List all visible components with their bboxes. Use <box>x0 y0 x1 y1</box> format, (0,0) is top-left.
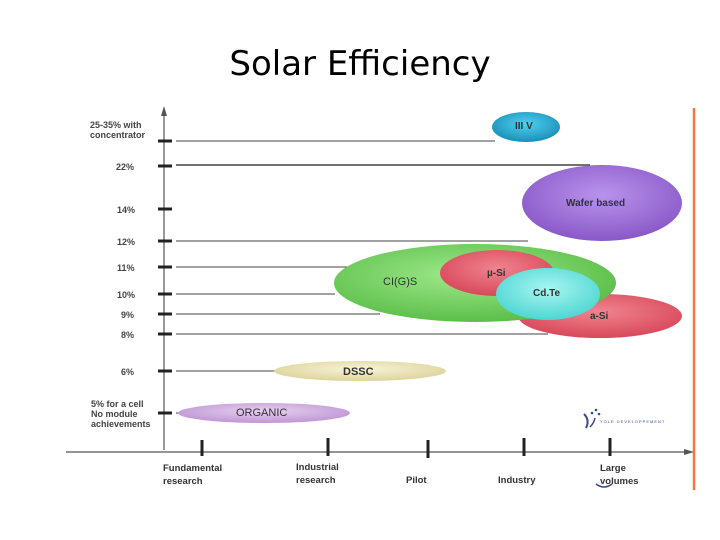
logo-text: YOLE DEVELOPPEMENT <box>600 419 666 424</box>
y-label-8: 8% <box>121 330 135 340</box>
label-cdte: Cd.Te <box>533 288 561 299</box>
y-label-5: 5% for a cell No module achievements <box>91 399 151 429</box>
y-label-concentrator: 25-35% with concentrator <box>90 120 146 140</box>
x-axis-arrow <box>684 449 694 455</box>
y-label-6: 6% <box>121 367 135 377</box>
y-label-22: 22% <box>116 162 135 172</box>
y-label-14: 14% <box>117 205 136 215</box>
swoosh-mark <box>595 483 613 488</box>
x-label-pilot: Pilot <box>406 475 427 486</box>
x-label-industrial-research: Industrial research <box>296 462 339 486</box>
y-label-11: 11% <box>117 263 135 273</box>
label-iii-v: III V <box>515 121 533 132</box>
blob-organic <box>178 403 350 423</box>
label-dssc: DSSC <box>343 366 374 378</box>
x-label-fundamental-research: Fundamental research <box>163 463 223 487</box>
y-label-10: 10% <box>117 290 136 300</box>
blob-iii-v <box>492 112 560 142</box>
yole-logo <box>583 408 601 429</box>
label-cigs: CI(G)S <box>383 276 418 288</box>
x-label-industry: Industry <box>498 475 536 486</box>
label-a-si: a-Si <box>590 311 609 322</box>
y-label-9: 9% <box>121 310 135 320</box>
y-label-12: 12% <box>117 237 136 247</box>
x-label-large-volumes: Large volumes <box>600 463 639 487</box>
label-micro-si: µ-Si <box>487 268 506 279</box>
blob-wafer-based <box>522 165 682 241</box>
label-wafer-based: Wafer based <box>566 198 626 209</box>
level-lines <box>176 140 590 414</box>
label-organic: ORGANIC <box>236 407 288 419</box>
y-ticks <box>158 139 172 415</box>
page-title: Solar Efficiency <box>229 44 491 84</box>
blob-cdte <box>496 268 600 320</box>
y-axis-arrow <box>161 106 167 116</box>
x-ticks <box>200 438 612 458</box>
blob-dssc <box>274 361 446 381</box>
